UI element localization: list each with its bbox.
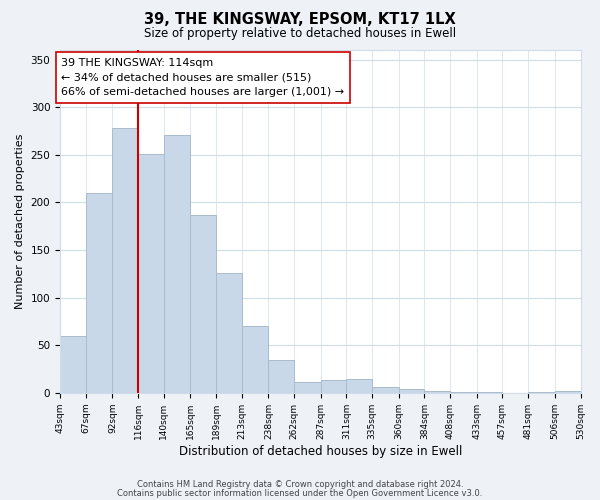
Bar — [86, 193, 112, 393]
Bar — [424, 391, 450, 393]
Bar — [555, 391, 581, 393]
Text: 39 THE KINGSWAY: 114sqm
← 34% of detached houses are smaller (515)
66% of semi-d: 39 THE KINGSWAY: 114sqm ← 34% of detache… — [61, 58, 344, 97]
Text: Size of property relative to detached houses in Ewell: Size of property relative to detached ho… — [144, 28, 456, 40]
Bar — [216, 273, 242, 393]
Bar — [399, 389, 424, 393]
X-axis label: Distribution of detached houses by size in Ewell: Distribution of detached houses by size … — [179, 444, 462, 458]
Text: Contains public sector information licensed under the Open Government Licence v3: Contains public sector information licen… — [118, 489, 482, 498]
Bar — [477, 392, 502, 393]
Y-axis label: Number of detached properties: Number of detached properties — [15, 134, 25, 309]
Bar — [268, 360, 294, 393]
Bar — [164, 135, 190, 393]
Bar — [112, 128, 138, 393]
Bar — [450, 392, 477, 393]
Text: 39, THE KINGSWAY, EPSOM, KT17 1LX: 39, THE KINGSWAY, EPSOM, KT17 1LX — [144, 12, 456, 28]
Bar — [138, 154, 164, 393]
Bar — [321, 380, 346, 393]
Bar — [190, 215, 216, 393]
Bar — [242, 326, 268, 393]
Text: Contains HM Land Registry data © Crown copyright and database right 2024.: Contains HM Land Registry data © Crown c… — [137, 480, 463, 489]
Bar — [60, 336, 86, 393]
Bar — [528, 392, 555, 393]
Bar — [372, 387, 399, 393]
Bar — [346, 378, 372, 393]
Bar — [294, 382, 321, 393]
